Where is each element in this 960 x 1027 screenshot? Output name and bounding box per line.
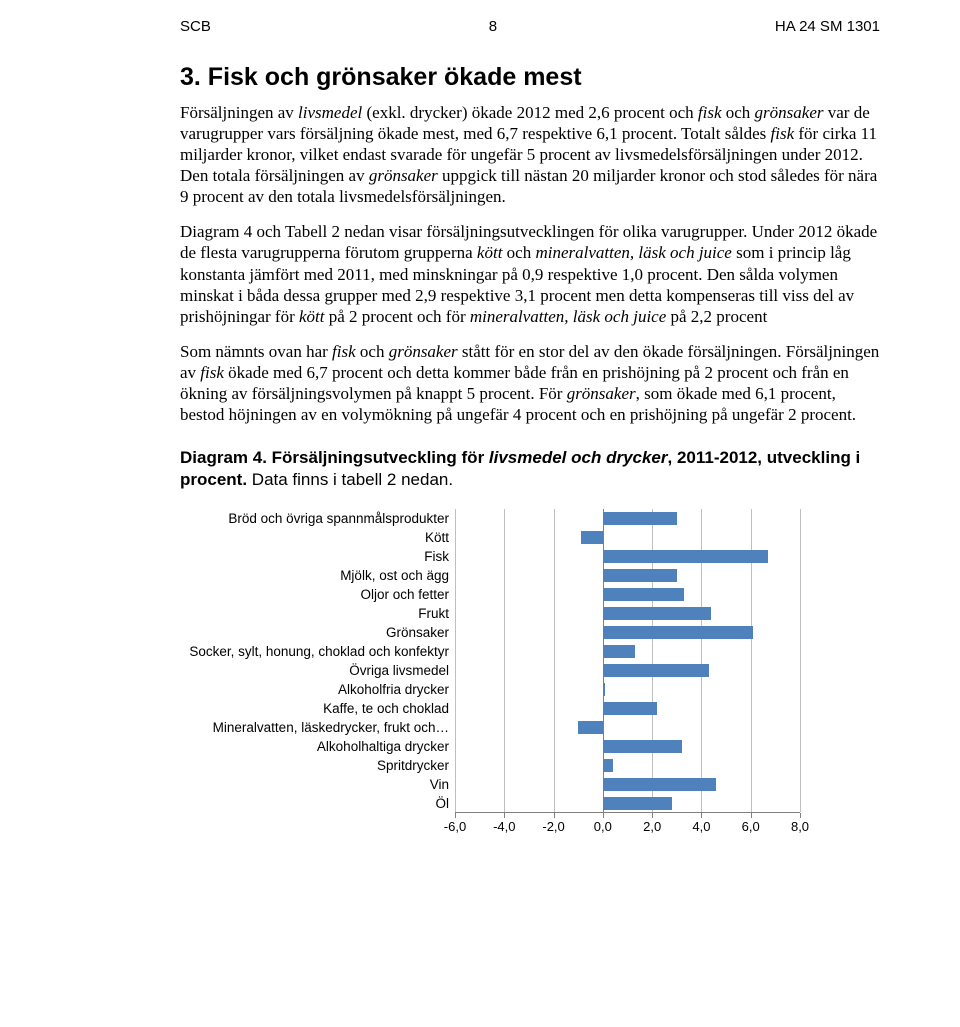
chart-row: Övriga livsmedel (180, 661, 800, 680)
chart-row: Frukt (180, 604, 800, 623)
plot-cell (455, 699, 800, 718)
chart-row: Spritdrycker (180, 756, 800, 775)
bar (603, 569, 677, 582)
bar (603, 607, 711, 620)
section-title: 3. Fisk och grönsaker ökade mest (180, 63, 880, 92)
chart-rows: Bröd och övriga spannmålsprodukter Kött Fi… (180, 509, 800, 813)
tick (603, 813, 604, 818)
chart-title-lead: Diagram 4. Försäljningsutveckling för (180, 448, 489, 467)
category-label: Frukt (180, 606, 455, 621)
plot-cell (455, 509, 800, 528)
tick (751, 813, 752, 818)
plot-cell (455, 737, 800, 756)
bar (603, 740, 682, 753)
category-label: Fisk (180, 549, 455, 564)
bar (603, 664, 709, 677)
plot-cell (455, 718, 800, 737)
category-label: Socker, sylt, honung, choklad och konfek… (180, 644, 455, 659)
bar (603, 626, 753, 639)
bar (603, 588, 684, 601)
tick-label: 4,0 (692, 819, 710, 834)
header-center: 8 (489, 18, 497, 35)
bar (603, 683, 605, 696)
axis-plot: -6,0-4,0-2,00,02,04,06,08,0 (455, 813, 800, 841)
bar (581, 531, 603, 544)
bar (603, 550, 768, 563)
category-label: Kött (180, 530, 455, 545)
bar (603, 702, 657, 715)
chart-row: Alkoholhaltiga drycker (180, 737, 800, 756)
plot-cell (455, 756, 800, 775)
category-label: Alkoholfria drycker (180, 682, 455, 697)
paragraph-1: Försäljningen av livsmedel (exkl. drycke… (180, 102, 880, 207)
chart-row: Mineralvatten, läskedrycker, frukt och… (180, 718, 800, 737)
tick-label: 0,0 (594, 819, 612, 834)
chart-row: Öl (180, 794, 800, 813)
plot-cell (455, 642, 800, 661)
category-label: Kaffe, te och choklad (180, 701, 455, 716)
paragraph-3: Som nämnts ovan har fisk och grönsaker s… (180, 341, 880, 425)
plot-cell (455, 661, 800, 680)
tick (701, 813, 702, 818)
tick (652, 813, 653, 818)
page: SCB 8 HA 24 SM 1301 3. Fisk och grönsake… (0, 0, 960, 871)
gridline (800, 509, 801, 812)
header-right: HA 24 SM 1301 (775, 18, 880, 35)
bar (603, 645, 635, 658)
plot-cell (455, 585, 800, 604)
chart-row: Socker, sylt, honung, choklad och konfek… (180, 642, 800, 661)
tick-label: 8,0 (791, 819, 809, 834)
plot-cell (455, 528, 800, 547)
axis-spacer (180, 813, 455, 841)
tick-label: 6,0 (742, 819, 760, 834)
chart-row: Bröd och övriga spannmålsprodukter (180, 509, 800, 528)
plot-cell (455, 547, 800, 566)
chart-title-ital: livsmedel och drycker (489, 448, 668, 467)
plot-cell (455, 775, 800, 794)
plot-cell (455, 680, 800, 699)
tick (800, 813, 801, 818)
plot-cell (455, 566, 800, 585)
category-label: Mjölk, ost och ägg (180, 568, 455, 583)
plot-cell (455, 604, 800, 623)
chart-row: Oljor och fetter (180, 585, 800, 604)
bar-chart: Bröd och övriga spannmålsprodukter Kött Fi… (180, 509, 800, 841)
bar (603, 512, 677, 525)
x-axis: -6,0-4,0-2,00,02,04,06,08,0 (180, 813, 800, 841)
category-label: Öl (180, 796, 455, 811)
chart-title: Diagram 4. Försäljningsutveckling för li… (180, 447, 880, 491)
chart-row: Vin (180, 775, 800, 794)
tick (455, 813, 456, 818)
category-label: Alkoholhaltiga drycker (180, 739, 455, 754)
chart-row: Kaffe, te och choklad (180, 699, 800, 718)
chart-row: Grönsaker (180, 623, 800, 642)
category-label: Bröd och övriga spannmålsprodukter (180, 511, 455, 526)
plot-cell (455, 794, 800, 813)
tick-label: -4,0 (493, 819, 515, 834)
category-label: Oljor och fetter (180, 587, 455, 602)
paragraph-2: Diagram 4 och Tabell 2 nedan visar försä… (180, 221, 880, 326)
tick-label: 2,0 (643, 819, 661, 834)
category-label: Vin (180, 777, 455, 792)
category-label: Grönsaker (180, 625, 455, 640)
bar (578, 721, 603, 734)
bar (603, 759, 613, 772)
tick-label: -2,0 (542, 819, 564, 834)
header-left: SCB (180, 18, 211, 35)
chart-row: Kött (180, 528, 800, 547)
category-label: Spritdrycker (180, 758, 455, 773)
page-header: SCB 8 HA 24 SM 1301 (180, 18, 880, 35)
tick (554, 813, 555, 818)
chart-row: Fisk (180, 547, 800, 566)
bar (603, 797, 672, 810)
tick-label: -6,0 (444, 819, 466, 834)
category-label: Mineralvatten, läskedrycker, frukt och… (180, 720, 455, 735)
bar (603, 778, 716, 791)
chart-row: Alkoholfria drycker (180, 680, 800, 699)
tick (504, 813, 505, 818)
chart-title-tail: Data finns i tabell 2 nedan. (247, 470, 453, 489)
plot-cell (455, 623, 800, 642)
category-label: Övriga livsmedel (180, 663, 455, 678)
chart-row: Mjölk, ost och ägg (180, 566, 800, 585)
